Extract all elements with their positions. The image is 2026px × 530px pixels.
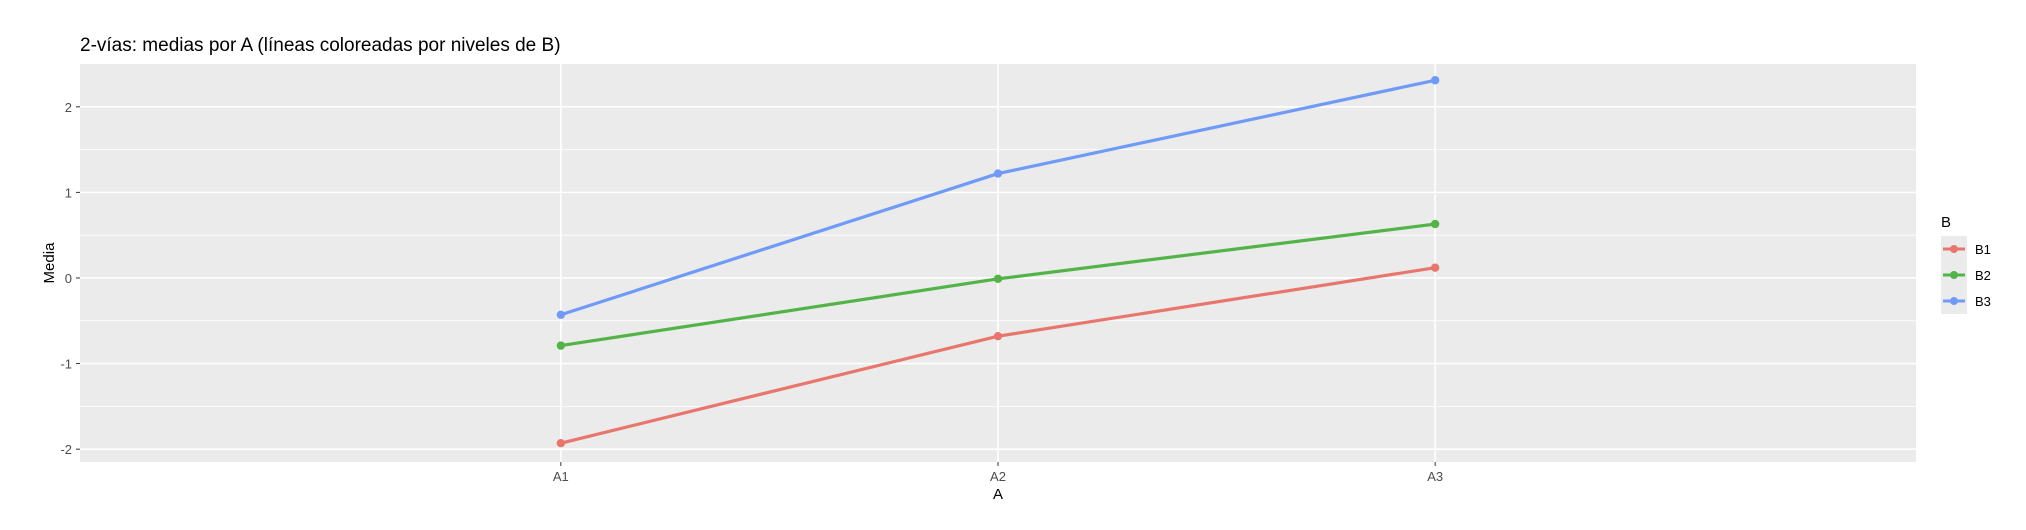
legend: B B1 B2 B3: [1941, 214, 1991, 314]
y-tick-label: -1: [60, 357, 72, 372]
legend-key-point: [1950, 297, 1958, 305]
y-tick-label: 2: [65, 100, 72, 115]
legend-label: B3: [1975, 294, 1991, 309]
y-axis: -2 -1 0 1 2: [60, 100, 80, 457]
data-point-b1: [556, 438, 566, 448]
data-point-b3: [993, 169, 1003, 178]
data-point-b1: [993, 331, 1003, 341]
x-tick-label: A3: [1427, 469, 1443, 484]
y-axis-label: Media: [41, 242, 58, 284]
data-point-b2: [993, 274, 1003, 284]
y-tick-label: 1: [65, 185, 72, 200]
legend-label: B2: [1975, 268, 1991, 283]
legend-key-point: [1950, 245, 1958, 253]
data-point-b3: [1430, 76, 1440, 85]
data-point-b3: [556, 310, 566, 319]
x-tick-label: A1: [553, 469, 569, 484]
legend-key-point: [1950, 271, 1958, 279]
legend-label: B1: [1975, 242, 1991, 257]
y-tick-label: 0: [65, 271, 72, 286]
data-point-b2: [556, 341, 566, 350]
chart-title: 2-vías: medias por A (líneas coloreadas …: [80, 35, 561, 56]
legend-title: B: [1941, 214, 1951, 231]
x-tick-label: A2: [990, 469, 1006, 484]
grid-major: [80, 64, 1916, 462]
series-layer: [556, 76, 1440, 448]
data-point-b1: [1430, 263, 1440, 272]
y-tick-label: -2: [60, 442, 72, 457]
data-point-b2: [1430, 219, 1440, 229]
x-axis-label: A: [993, 486, 1003, 503]
x-axis: A1 A2 A3: [553, 462, 1443, 484]
